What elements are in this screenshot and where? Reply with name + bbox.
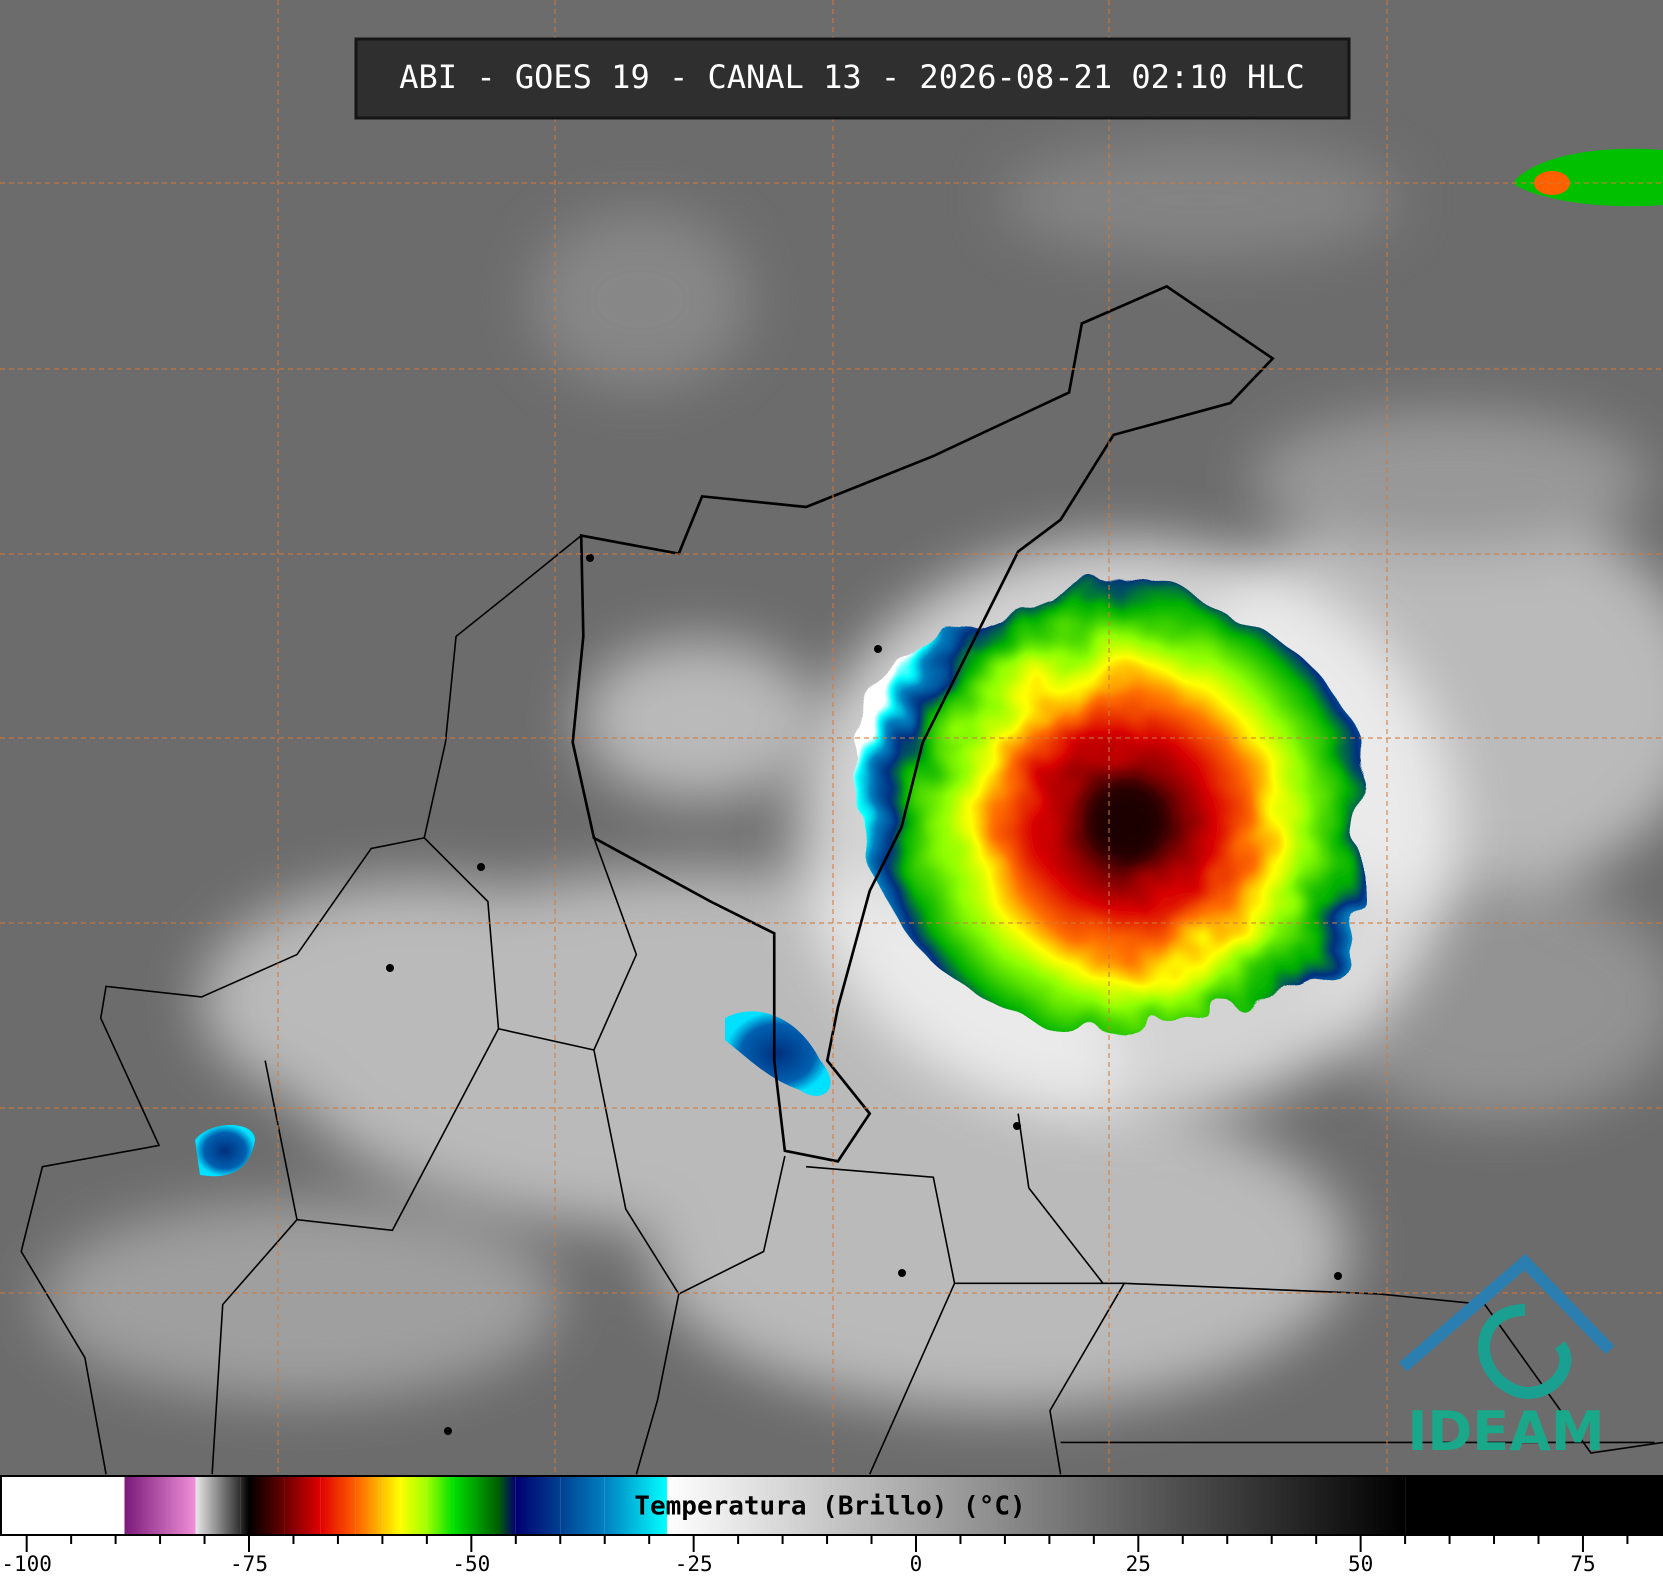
borders [20, 284, 1663, 1475]
tick-label: 50 [1348, 1552, 1373, 1576]
colorbar-segment [320, 1476, 356, 1535]
colorbar-segment [604, 1476, 667, 1535]
colorbar-segment [453, 1476, 499, 1535]
colorbar-segment [560, 1476, 605, 1535]
logo-mark [1399, 1253, 1615, 1399]
tick-label: -100 [1, 1552, 52, 1576]
colorbar-segment [355, 1476, 383, 1535]
colorbar-segment [124, 1476, 196, 1535]
colorbar-segment [284, 1476, 321, 1535]
tick-label: 25 [1126, 1552, 1151, 1576]
tick-label: -25 [675, 1552, 713, 1576]
colorbar-segment [400, 1476, 427, 1535]
tick-label: -50 [452, 1552, 490, 1576]
storm-core [1087, 782, 1167, 862]
cities [386, 554, 1342, 1435]
tick-label: -75 [230, 1552, 268, 1576]
colorbar-segment [515, 1476, 561, 1535]
tick-label: 0 [910, 1552, 923, 1576]
colorbar-frame [0, 1475, 1663, 1536]
logo-text: IDEAM [1407, 1400, 1604, 1463]
colorbar-segment [1405, 1476, 1663, 1535]
colorbar-segment [426, 1476, 454, 1535]
colorbar-segment [0, 1476, 125, 1535]
colorbar-segment [240, 1476, 250, 1535]
colorbar-segment [666, 1476, 1406, 1535]
colorbar-segment [195, 1476, 241, 1535]
colorbar-segment [249, 1476, 285, 1535]
colorbar-label: Temperatura (Brillo) (°C) [634, 1492, 1025, 1522]
colorbar: -100 -75 -50 -25 0 25 50 75 [0, 1475, 1663, 1576]
cloud-cell [195, 1125, 255, 1177]
title-box [354, 37, 1351, 120]
cloud-cell [725, 1011, 831, 1096]
colorbar-segment [382, 1476, 401, 1535]
colorbar-segment [498, 1476, 516, 1535]
title: ABI - GOES 19 - CANAL 13 - 2026-08-21 02… [399, 58, 1304, 96]
graticule [0, 0, 1663, 1476]
tick-label: 75 [1570, 1552, 1595, 1576]
